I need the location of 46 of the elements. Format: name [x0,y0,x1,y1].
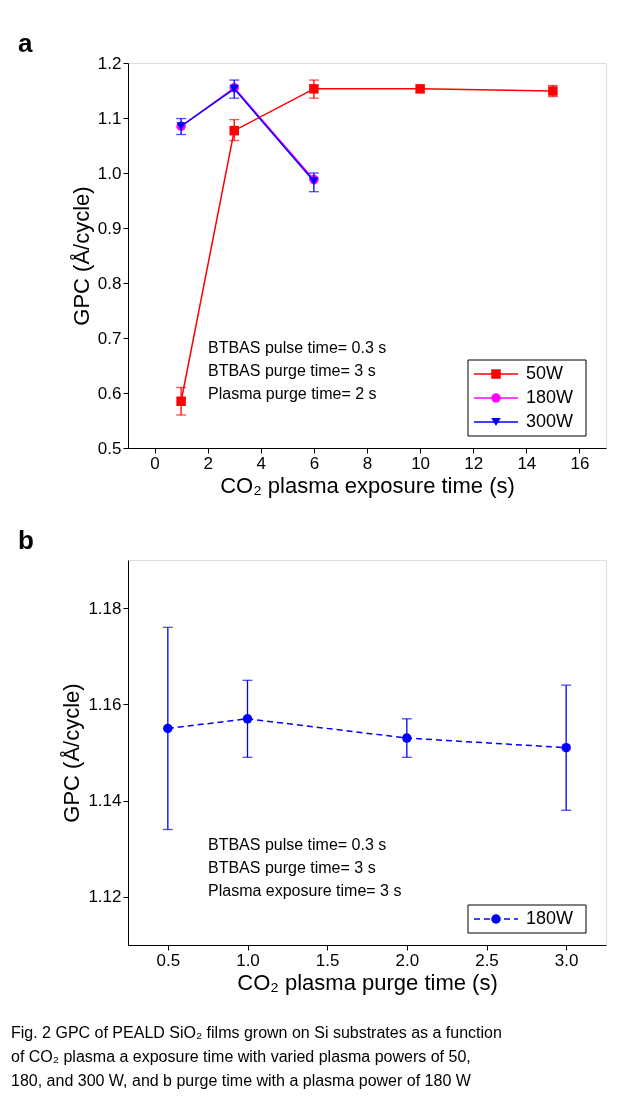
x-tick-label: 1.5 [315,950,340,970]
x-tick-label: 2.0 [395,950,420,970]
y-tick-label: 0.9 [97,218,122,238]
text: a [18,28,33,58]
text: 180, and 300 W, and b purge time with a plasma power of 180 W [11,1072,472,1089]
x-axis-title: CO₂ plasma exposure time (s) [220,472,515,498]
caption: Fig. 2 GPC of PEALD SiO₂ films grown on Si substrates as a function [11,1024,502,1041]
annotation: Plasma exposure time= 3 s [208,882,402,899]
legend-label: 180W [526,908,574,928]
legend-label: 180W [526,387,574,407]
text: b [18,525,34,555]
x-tick-label: 0.5 [156,950,181,970]
x-tick-label: 10 [411,453,431,473]
y-tick-label: 1.2 [97,53,122,73]
y-tick-label: 0.5 [97,438,122,458]
x-tick-label: 3.0 [554,950,579,970]
y-tick-label: 0.7 [97,328,122,348]
legend-label: 300W [526,411,574,431]
legend-label: 50W [526,363,564,383]
y-tick-label: 1.18 [88,598,122,618]
y-axis-title: GPC (Å/cycle) [59,683,85,823]
x-tick-label: 0 [150,453,160,473]
y-axis-title: GPC (Å/cycle) [68,186,94,326]
x-tick-label: 14 [517,453,537,473]
x-tick-label: 2.5 [475,950,499,970]
y-tick-label: 1.16 [88,694,122,714]
annotation: BTBAS purge time= 3 s [208,859,376,876]
x-tick-label: 4 [256,453,267,473]
y-tick-label: 0.8 [97,273,122,293]
x-tick-label: 1.0 [236,950,260,970]
x-tick-label: 12 [464,453,484,473]
x-tick-label: 16 [570,453,590,473]
x-axis-title: CO₂ plasma purge time (s) [237,969,498,995]
x-tick-label: 8 [362,453,373,473]
y-tick-label: 1.1 [97,108,122,128]
y-tick-label: 1.0 [97,163,122,183]
x-tick-label: 6 [309,453,320,473]
text: of CO₂ plasma a exposure time with varied plasma powers of 50, [11,1048,471,1065]
annotation: Plasma purge time= 2 s [208,385,377,402]
annotation: BTBAS pulse time= 0.3 s [208,836,387,853]
annotation: BTBAS purge time= 3 s [208,362,376,379]
y-tick-label: 0.6 [97,383,122,403]
y-tick-label: 1.12 [88,887,122,907]
x-tick-label: 2 [203,453,213,473]
annotation: BTBAS pulse time= 0.3 s [208,339,387,356]
y-tick-label: 1.14 [88,791,122,811]
